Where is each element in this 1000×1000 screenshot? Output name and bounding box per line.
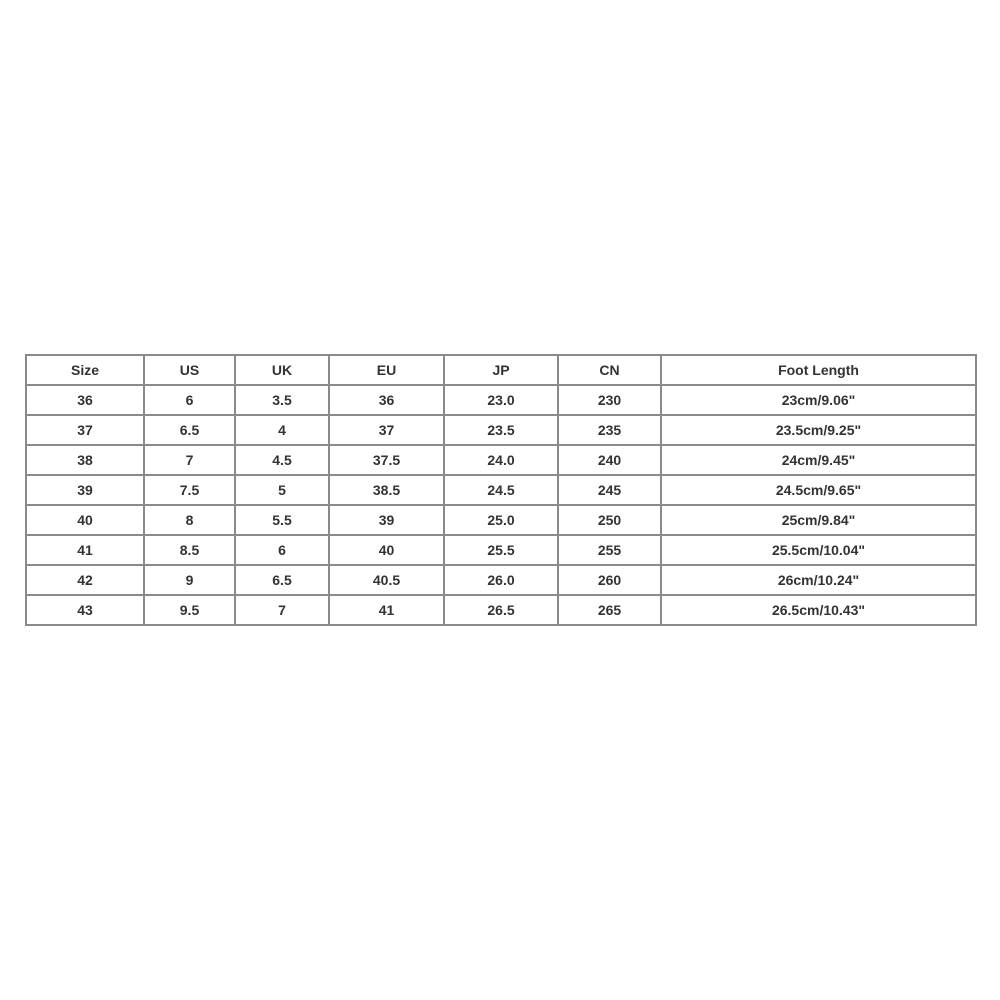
data-row: 41 8.5 6 40 25.5 255 25.5cm/10.04" xyxy=(25,534,977,566)
header-cell: US xyxy=(143,354,236,386)
header-cell: JP xyxy=(443,354,559,386)
cell: 26cm/10.24" xyxy=(660,564,977,596)
cell: 37.5 xyxy=(328,444,445,476)
cell: 245 xyxy=(557,474,662,506)
data-row: 38 7 4.5 37.5 24.0 240 24cm/9.45" xyxy=(25,444,977,476)
cell: 8.5 xyxy=(143,534,236,566)
cell: 235 xyxy=(557,414,662,446)
cell: 7.5 xyxy=(143,474,236,506)
size-table: Size US UK EU JP CN Foot Length 36 6 3.5 36 23.0 230… xyxy=(25,354,977,626)
cell: 24cm/9.45" xyxy=(660,444,977,476)
cell: 5 xyxy=(234,474,330,506)
header-cell: EU xyxy=(328,354,445,386)
data-row: 39 7.5 5 38.5 24.5 245 24.5cm/9.65" xyxy=(25,474,977,506)
cell: 25.5 xyxy=(443,534,559,566)
cell: 7 xyxy=(143,444,236,476)
cell: 23.5cm/9.25" xyxy=(660,414,977,446)
header-cell: Foot Length xyxy=(660,354,977,386)
cell: 6.5 xyxy=(234,564,330,596)
cell: 23.0 xyxy=(443,384,559,416)
cell: 24.5 xyxy=(443,474,559,506)
cell: 230 xyxy=(557,384,662,416)
cell: 40.5 xyxy=(328,564,445,596)
cell: 6 xyxy=(234,534,330,566)
cell: 250 xyxy=(557,504,662,536)
cell: 26.5cm/10.43" xyxy=(660,594,977,626)
cell: 9.5 xyxy=(143,594,236,626)
cell: 7 xyxy=(234,594,330,626)
cell: 6 xyxy=(143,384,236,416)
cell: 25.0 xyxy=(443,504,559,536)
cell: 265 xyxy=(557,594,662,626)
cell: 25cm/9.84" xyxy=(660,504,977,536)
cell: 26.5 xyxy=(443,594,559,626)
cell: 6.5 xyxy=(143,414,236,446)
data-row: 40 8 5.5 39 25.0 250 25cm/9.84" xyxy=(25,504,977,536)
cell: 41 xyxy=(25,534,145,566)
data-row: 43 9.5 7 41 26.5 265 26.5cm/10.43" xyxy=(25,594,977,626)
cell: 36 xyxy=(328,384,445,416)
cell: 4.5 xyxy=(234,444,330,476)
cell: 23.5 xyxy=(443,414,559,446)
cell: 25.5cm/10.04" xyxy=(660,534,977,566)
cell: 24.5cm/9.65" xyxy=(660,474,977,506)
cell: 37 xyxy=(328,414,445,446)
data-row: 36 6 3.5 36 23.0 230 23cm/9.06" xyxy=(25,384,977,416)
cell: 260 xyxy=(557,564,662,596)
cell: 37 xyxy=(25,414,145,446)
cell: 42 xyxy=(25,564,145,596)
cell: 43 xyxy=(25,594,145,626)
cell: 26.0 xyxy=(443,564,559,596)
data-row: 42 9 6.5 40.5 26.0 260 26cm/10.24" xyxy=(25,564,977,596)
header-row: Size US UK EU JP CN Foot Length xyxy=(25,354,977,386)
cell: 40 xyxy=(25,504,145,536)
header-cell: CN xyxy=(557,354,662,386)
cell: 8 xyxy=(143,504,236,536)
cell: 38 xyxy=(25,444,145,476)
cell: 23cm/9.06" xyxy=(660,384,977,416)
cell: 39 xyxy=(25,474,145,506)
cell: 38.5 xyxy=(328,474,445,506)
cell: 40 xyxy=(328,534,445,566)
cell: 36 xyxy=(25,384,145,416)
cell: 240 xyxy=(557,444,662,476)
header-cell: UK xyxy=(234,354,330,386)
cell: 5.5 xyxy=(234,504,330,536)
cell: 24.0 xyxy=(443,444,559,476)
data-row: 37 6.5 4 37 23.5 235 23.5cm/9.25" xyxy=(25,414,977,446)
cell: 3.5 xyxy=(234,384,330,416)
cell: 39 xyxy=(328,504,445,536)
cell: 41 xyxy=(328,594,445,626)
cell: 9 xyxy=(143,564,236,596)
header-cell: Size xyxy=(25,354,145,386)
cell: 4 xyxy=(234,414,330,446)
table-body: Size US UK EU JP CN Foot Length 36 6 3.5 36 23.0 230… xyxy=(25,354,977,626)
cell: 255 xyxy=(557,534,662,566)
